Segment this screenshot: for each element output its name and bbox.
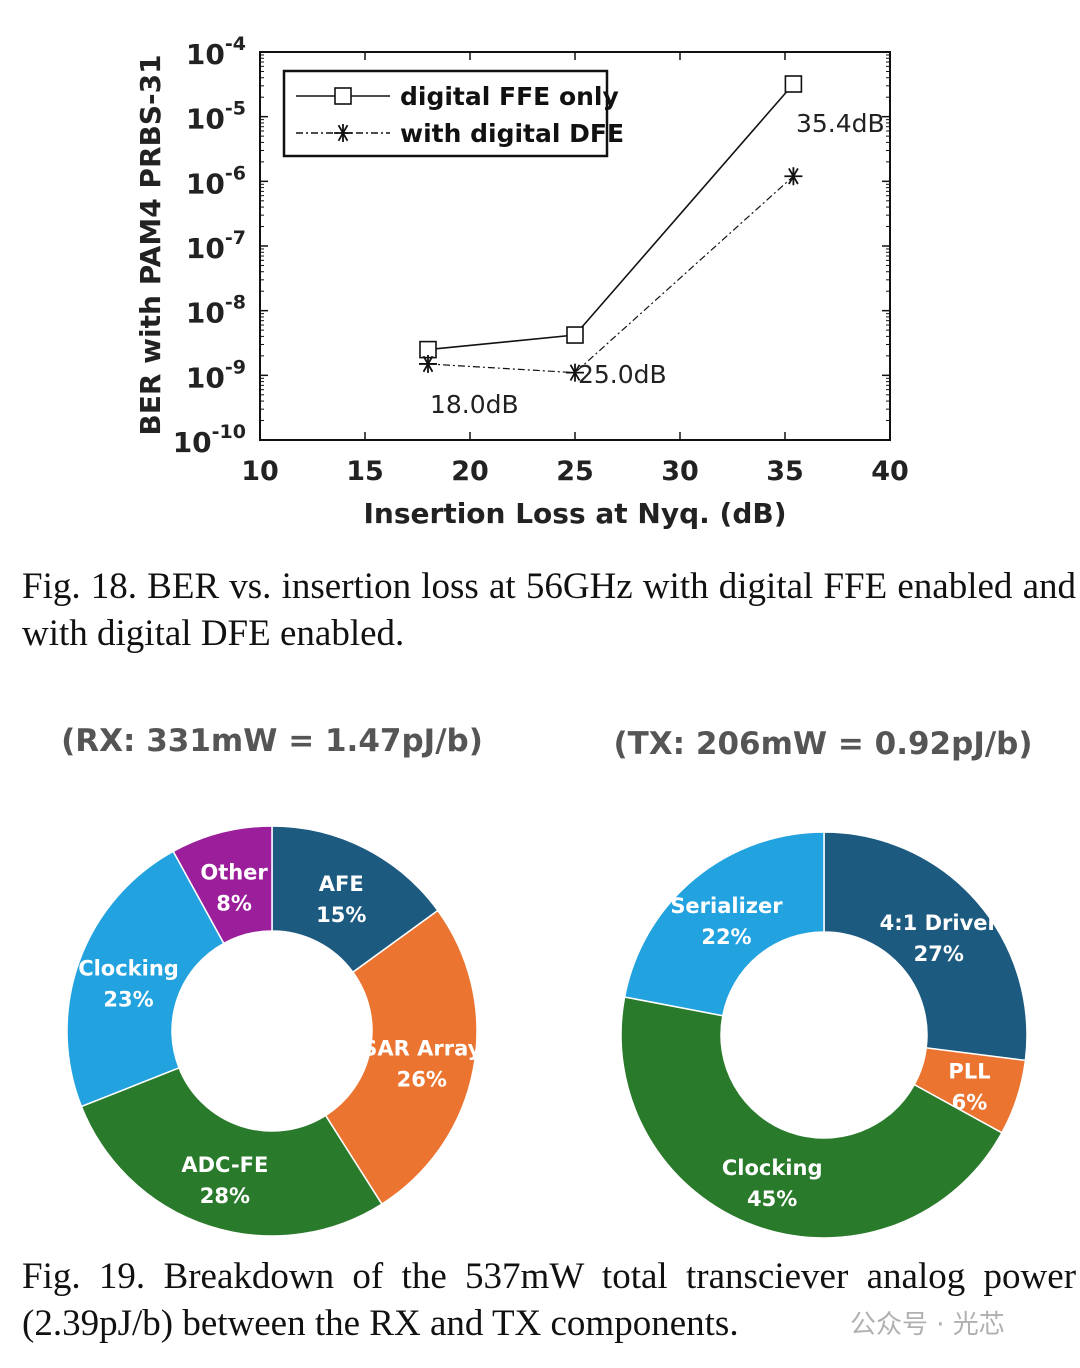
point-annotation: 18.0dB — [430, 390, 519, 419]
rx-slice-label: AFE — [319, 872, 364, 896]
x-tick-label: 10 — [241, 456, 279, 487]
ber-legend: digital FFE only with digital DFE — [282, 69, 624, 158]
figure-19-label: Fig. 19. — [22, 1256, 146, 1297]
figure-19-caption: Fig. 19. Breakdown of the 537mW total tr… — [22, 1253, 1076, 1347]
x-tick-label: 30 — [661, 456, 699, 487]
watermark: 公众号 · 光芯 — [850, 1310, 1005, 1340]
ber-series: 18.0dB 25.0dB 35.4dB — [419, 75, 885, 419]
rx-slice-label: SAR Array — [362, 1037, 481, 1061]
ber-axes: 10 15 20 25 30 35 40 10-10 10-9 10-8 10-7 10-6 10-5 1… — [173, 33, 909, 487]
rx-slice-label: ADC-FE — [181, 1153, 268, 1177]
rx-slice-percent: 8% — [216, 891, 252, 915]
x-tick-label: 20 — [451, 456, 489, 487]
rx-slice-label: Other — [200, 860, 268, 884]
x-tick-label: 35 — [766, 456, 804, 487]
y-tick-label: 10-5 — [186, 98, 246, 136]
rx-donut: AFE 15% SAR Array 26% ADC-FE 28% Clocking 23% Ot… — [66, 825, 482, 1237]
tx-slice-percent: 45% — [747, 1187, 797, 1211]
rx-slice-percent: 28% — [200, 1184, 250, 1208]
y-tick-label: 10-9 — [186, 356, 246, 394]
point-annotation: 25.0dB — [578, 360, 667, 389]
y-tick-label: 10-7 — [186, 227, 246, 265]
legend-entry-label: with digital DFE — [400, 119, 624, 148]
tx-donut-title: (TX: 206mW = 0.92pJ/b) — [613, 726, 1032, 762]
y-tick-label: 10-4 — [186, 33, 246, 71]
tx-donut: 4:1 Driver27%PLL6%Clocking45%Serializer2… — [620, 831, 1028, 1239]
figure-18-caption: Fig. 18. BER vs. insertion loss at 56GHz… — [22, 563, 1076, 657]
rx-slice-clocking — [66, 850, 225, 1108]
tx-slice-label: Clocking — [722, 1156, 823, 1180]
rx-slice-percent: 26% — [397, 1068, 447, 1092]
x-tick-label: 15 — [346, 456, 384, 487]
x-tick-label: 40 — [871, 456, 909, 487]
tx-slice-serializer — [623, 831, 825, 1017]
rx-slice-percent: 23% — [103, 987, 153, 1011]
series-ffe — [419, 75, 803, 359]
rx-slice-percent: 15% — [316, 903, 366, 927]
x-axis-label: Insertion Loss at Nyq. (dB) — [364, 497, 787, 530]
series-dfe-line — [427, 175, 794, 374]
y-axis-label: BER with PAM4 PRBS-31 — [134, 54, 167, 435]
square-marker — [566, 326, 584, 344]
y-tick-label: 10-8 — [186, 292, 246, 330]
y-tick-label: 10-6 — [186, 162, 246, 200]
series-dfe — [419, 167, 803, 382]
rx-donut-title: (RX: 331mW = 1.47pJ/b) — [61, 723, 483, 759]
tx-slice-percent: 22% — [701, 925, 751, 949]
figure-18-text: BER vs. insertion loss at 56GHz with dig… — [22, 566, 1077, 654]
rx-slice-other — [172, 825, 273, 945]
tx-slice-label: PLL — [948, 1059, 990, 1083]
tx-slice-label: Serializer — [670, 894, 783, 918]
legend-entry-label: digital FFE only — [400, 82, 619, 111]
legend-box — [282, 69, 609, 158]
y-tick-label: 10-10 — [173, 421, 246, 459]
point-annotation: 35.4dB — [796, 109, 885, 138]
tx-slice-label: 4:1 Driver — [880, 911, 999, 935]
square-marker — [784, 75, 803, 93]
rx-slice-adc-fe — [80, 1066, 383, 1237]
x-tick-label: 25 — [556, 456, 594, 487]
donut-charts: (RX: 331mW = 1.47pJ/b) (TX: 206mW = 0.92… — [61, 723, 1033, 1239]
rx-slice-afe — [271, 825, 439, 974]
rx-slice-label: Clocking — [78, 956, 179, 980]
tx-slice-clocking — [620, 996, 1003, 1239]
figure-19-text: Breakdown of the 537mW total transciever… — [22, 1256, 1077, 1344]
tx-slice-percent: 27% — [914, 942, 964, 966]
square-marker — [334, 87, 352, 105]
rx-slice-sar-array — [324, 909, 478, 1206]
figure-18-label: Fig. 18. — [22, 566, 138, 607]
tx-slice-4-1-driver — [823, 831, 1028, 1062]
ber-chart: 10 15 20 25 30 35 40 10-10 10-9 10-8 10-7 10-6 10-5 1… — [134, 33, 909, 530]
